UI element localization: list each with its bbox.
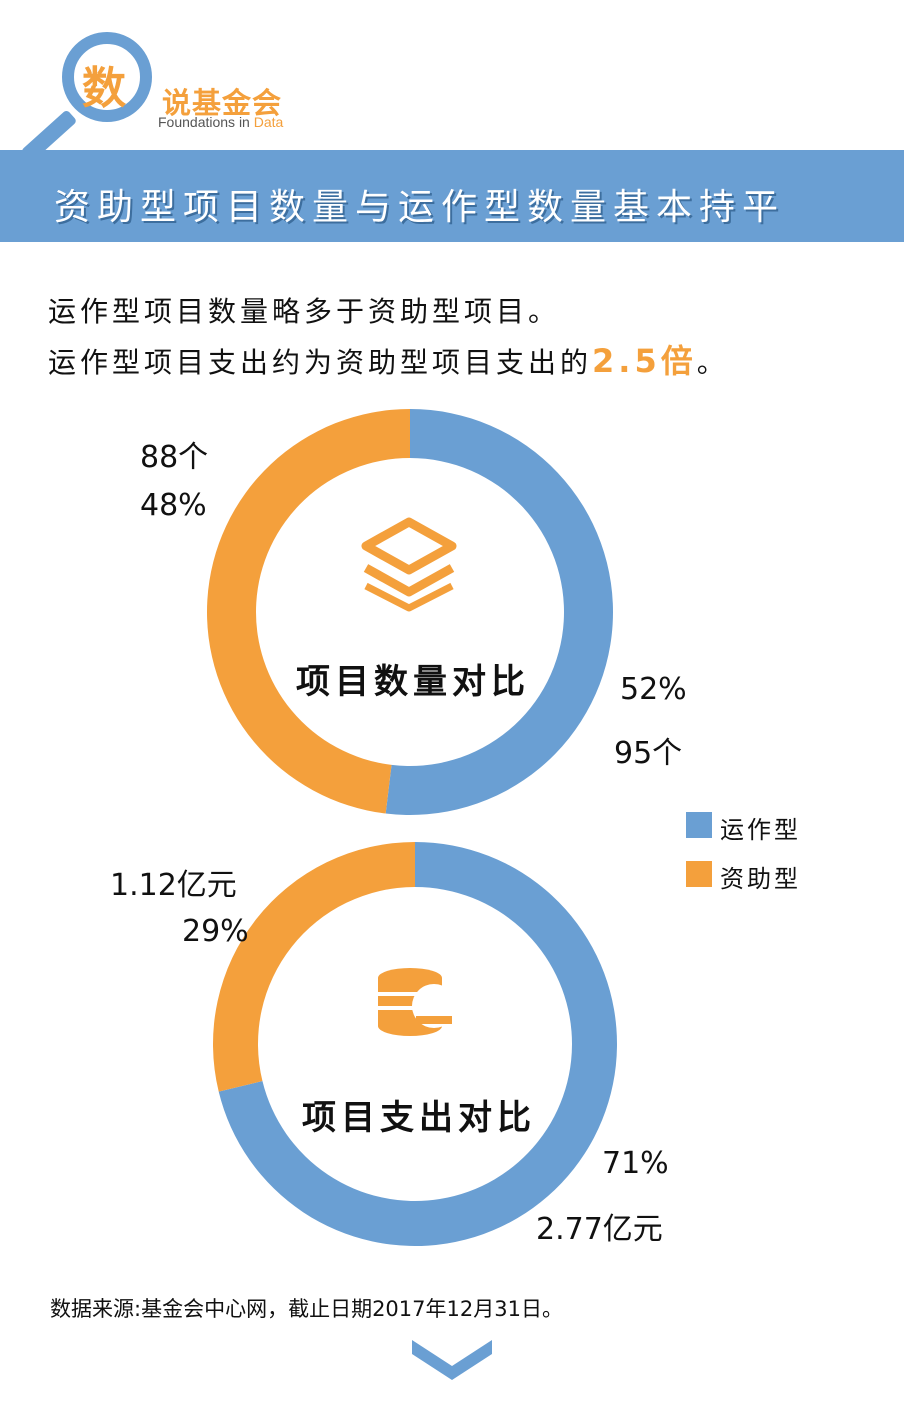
chart-1-grant-pct-label: 48%	[140, 488, 207, 523]
logo-subtitle-main: Foundations in	[158, 114, 250, 130]
chart-2-slice-grant	[212, 842, 415, 1092]
chart-1-slice-operating	[385, 409, 614, 815]
legend-label-operating: 运作型	[720, 816, 801, 844]
intro-line-2: 运作型项目支出约为资助型项目支出的2.5倍。	[48, 336, 729, 382]
legend-swatch-operating	[686, 812, 712, 838]
legend-swatch-grant	[686, 861, 712, 887]
coin-stack-icon	[378, 968, 456, 1036]
chart-1-title: 项目数量对比	[296, 662, 530, 702]
chart-2-title: 项目支出对比	[302, 1098, 536, 1138]
chart-2-grant-pct-label: 29%	[182, 914, 249, 949]
chart-1-operating-value-label: 95个	[614, 736, 683, 771]
logo-subtitle: Foundations in Data	[158, 114, 283, 130]
layers-icon	[361, 517, 457, 612]
logo-subtitle-accent: Data	[253, 114, 284, 130]
chart-2-operating-value-label: 2.77亿元	[536, 1212, 663, 1247]
logo-title: 说基金会	[162, 86, 283, 120]
chart-2-operating-pct-label: 71%	[602, 1146, 669, 1181]
chart-2-grant-value-label: 1.12亿元	[110, 868, 237, 903]
chevron-down-icon[interactable]	[412, 1340, 492, 1380]
intro-line-2-suffix: 。	[696, 346, 729, 379]
intro-line-1: 运作型项目数量略多于资助型项目。	[48, 295, 561, 328]
title-banner	[0, 150, 904, 242]
intro-highlight: 2.5倍	[592, 342, 697, 380]
banner-title: 资助型项目数量与运作型数量基本持平	[54, 187, 786, 228]
logo-char: 数	[82, 63, 126, 114]
data-source-note: 数据来源:基金会中心网，截止日期2017年12月31日。	[50, 1297, 563, 1321]
chart-1-slice-grant	[207, 409, 410, 814]
intro-line-2-prefix: 运作型项目支出约为资助型项目支出的	[48, 346, 593, 379]
chart-1-operating-pct-label: 52%	[620, 672, 687, 707]
legend-label-grant: 资助型	[720, 865, 801, 893]
chart-1-grant-value-label: 88个	[140, 440, 209, 475]
